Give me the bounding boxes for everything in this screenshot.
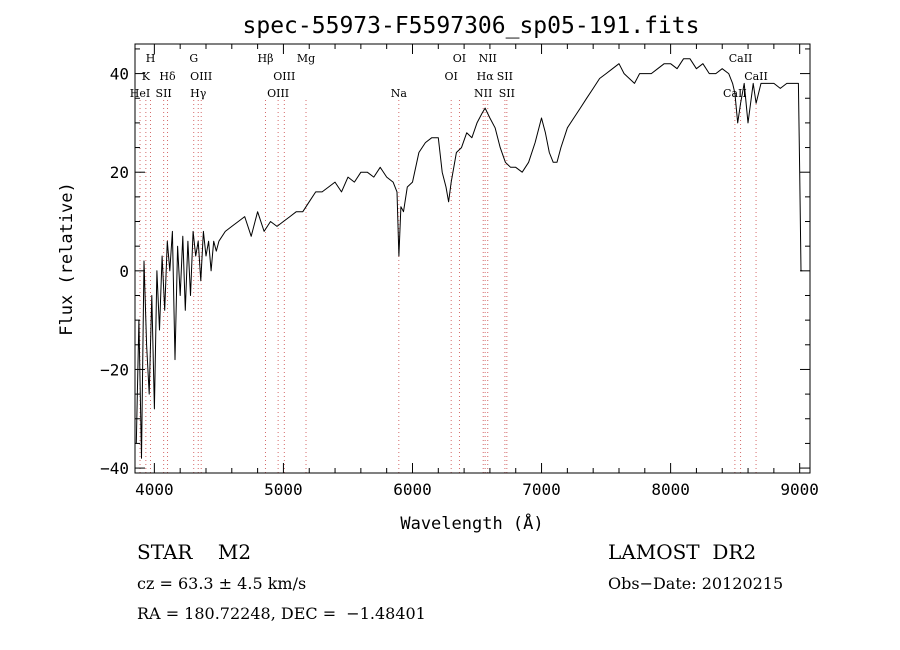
line-marker-label: OI bbox=[445, 70, 458, 83]
y-axis-label: Flux (relative) bbox=[57, 182, 77, 336]
x-tick-label: 9000 bbox=[780, 480, 819, 499]
line-marker-label: G bbox=[189, 52, 198, 65]
x-axis-label: Wavelength (Å) bbox=[400, 512, 543, 534]
plot-frame bbox=[134, 43, 811, 474]
x-tick-label: 7000 bbox=[522, 480, 561, 499]
chart-title: spec-55973-F5597306_sp05-191.fits bbox=[243, 13, 700, 39]
line-marker-label: Hδ bbox=[159, 70, 176, 83]
coordinates: RA = 180.72248, DEC = −1.48401 bbox=[137, 604, 426, 623]
spectrum-line bbox=[135, 58, 803, 459]
y-tick-label: 20 bbox=[110, 163, 129, 182]
x-tick-label: 4000 bbox=[135, 480, 174, 499]
x-tick-label: 5000 bbox=[264, 480, 303, 499]
line-marker-label: NII bbox=[474, 87, 492, 100]
axis-ticks: 4000 5000 6000 7000 8000 9000 40 20 0 −20 −40 bbox=[100, 44, 819, 499]
y-tick-label: 0 bbox=[119, 262, 129, 281]
line-marker-label: Hα bbox=[477, 70, 495, 83]
x-tick-label: 6000 bbox=[393, 480, 432, 499]
line-marker-label: NII bbox=[479, 52, 497, 65]
line-marker-label: Na bbox=[391, 87, 408, 100]
y-tick-label: −20 bbox=[100, 360, 129, 379]
y-tick-label: 40 bbox=[110, 65, 129, 84]
line-marker-label: OIII bbox=[190, 70, 212, 83]
emission-line-markers: HeIKHSIIHδGHγOIIIHβOIIIOIIIMgNaOIOINIIHα… bbox=[130, 52, 768, 473]
x-tick-label: 8000 bbox=[651, 480, 690, 499]
line-marker-label: H bbox=[146, 52, 156, 65]
observation-date: Obs−Date: 20120215 bbox=[608, 574, 784, 593]
object-classification: STAR M2 bbox=[137, 540, 252, 564]
y-tick-label: −40 bbox=[100, 459, 129, 478]
line-marker-label: OIII bbox=[267, 87, 289, 100]
line-marker-label: K bbox=[142, 70, 151, 83]
line-marker-label: Hβ bbox=[258, 52, 274, 65]
line-marker-label: HeI bbox=[130, 87, 150, 100]
line-marker-label: SII bbox=[156, 87, 172, 100]
line-marker-label: CaII bbox=[729, 52, 753, 65]
line-marker-label: CaII bbox=[744, 70, 768, 83]
line-marker-label: OI bbox=[453, 52, 466, 65]
line-marker-label: Mg bbox=[297, 52, 315, 65]
redshift-velocity: cz = 63.3 ± 4.5 km/s bbox=[137, 574, 307, 593]
line-marker-label: SII bbox=[499, 87, 515, 100]
line-marker-label: OIII bbox=[273, 70, 295, 83]
line-marker-label: Hγ bbox=[190, 87, 207, 100]
survey-name: LAMOST DR2 bbox=[608, 540, 757, 564]
line-marker-label: SII bbox=[497, 70, 513, 83]
